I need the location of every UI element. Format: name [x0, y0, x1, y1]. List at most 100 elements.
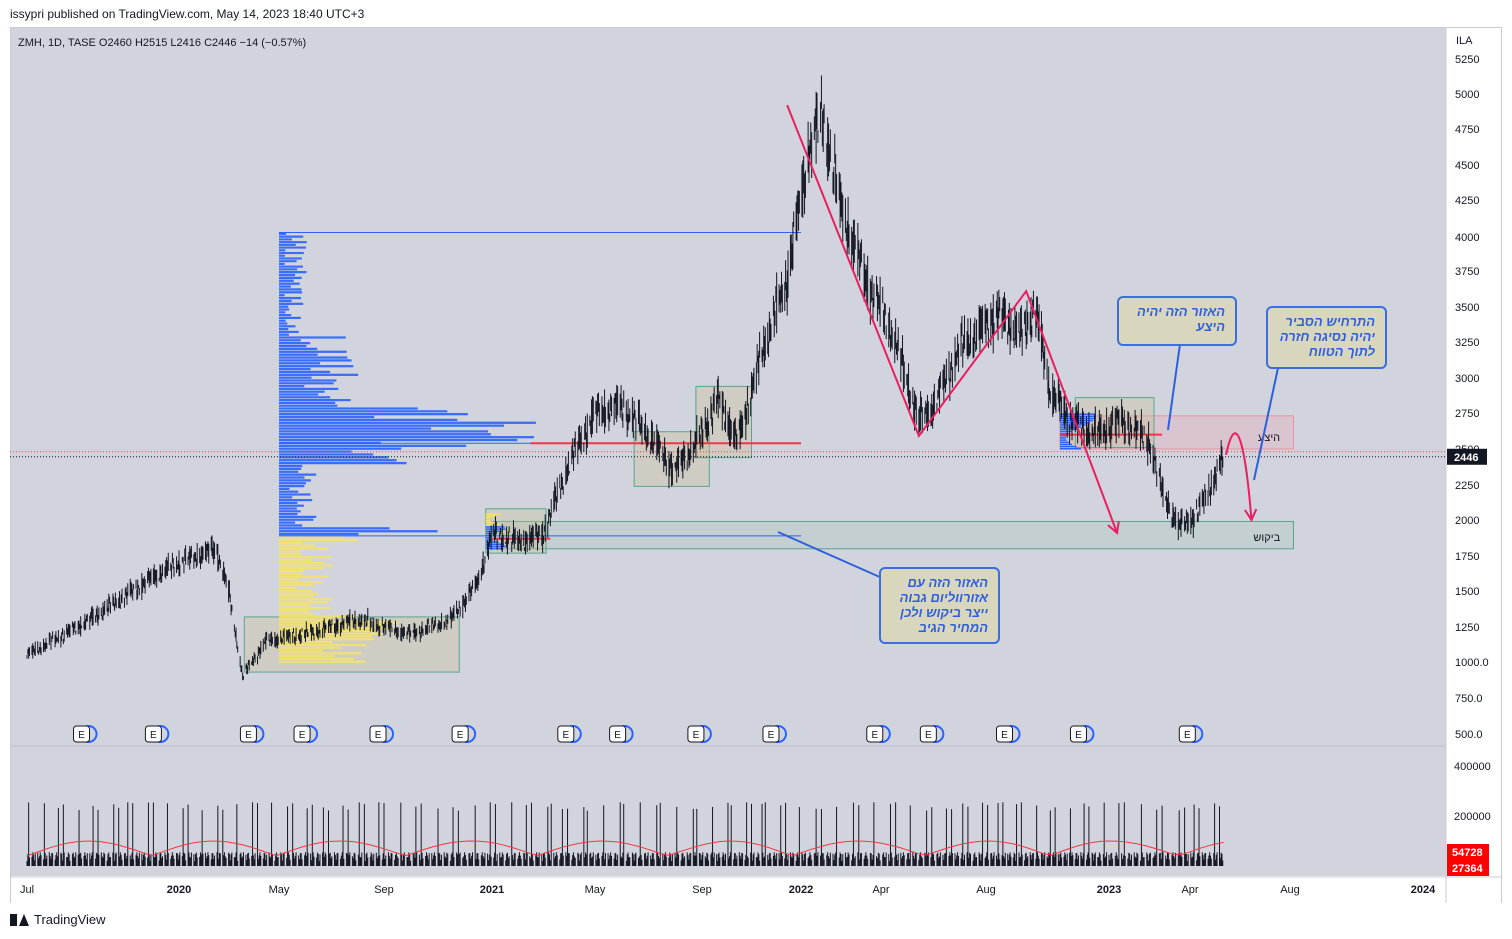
profile-bar [279, 288, 302, 291]
profile-bar [279, 450, 352, 453]
earnings-marker-label: E [1075, 730, 1082, 741]
profile-bar [279, 376, 312, 379]
earnings-marker [144, 725, 162, 743]
candles-layer [26, 75, 1224, 681]
earnings-marker [1069, 725, 1087, 743]
profile-bar [279, 467, 302, 470]
time-tick-label: May [585, 884, 606, 896]
price-tick-label: 3000 [1455, 373, 1479, 385]
profile-bar [279, 609, 309, 612]
profile-bar [279, 504, 304, 507]
profile-bar [279, 418, 458, 422]
annotation-supply-note[interactable]: האזור הזה יהיה היצע [1117, 296, 1237, 346]
profile-bar [279, 413, 468, 416]
profile-bar [485, 515, 496, 517]
time-tick-label: Apr [872, 884, 889, 896]
profile-bar [279, 339, 301, 342]
profile-bar [279, 325, 296, 328]
profile-bar [279, 296, 302, 300]
profile-bar [279, 254, 285, 257]
arrow-head [1107, 520, 1120, 535]
profile-bar [279, 482, 306, 485]
profile-bar [279, 513, 298, 516]
volume-layer [26, 802, 1224, 866]
earnings-marker-label: E [562, 730, 569, 741]
volume-tag-label: 27364 [1452, 863, 1483, 875]
annotation-demand-note[interactable]: האזור הזה עם אזורווליום גבוה ייצר ביקוש … [879, 567, 1000, 644]
last-price-tag [1447, 448, 1487, 465]
profile-bar [279, 646, 342, 649]
price-tick-label: 750.0 [1455, 693, 1483, 705]
time-tick-label: 2024 [1411, 884, 1436, 896]
earnings-marker-label: E [299, 730, 306, 741]
arrow-head [1244, 508, 1258, 523]
profile-bar [279, 544, 316, 547]
profile-bar [279, 410, 448, 413]
last-price-tag-label: 2446 [1454, 452, 1478, 464]
profile-bar [279, 530, 438, 533]
annotation-scenario-note[interactable]: התרחיש הסביר יהיה נסיגה חזרה לתוך הטווח [1266, 306, 1387, 369]
profile-bar [279, 464, 303, 468]
profile-bar [279, 291, 303, 294]
profile-bar [279, 564, 333, 567]
volume-tag [1447, 860, 1489, 876]
time-tick-label: 2020 [167, 884, 191, 896]
price-tick-label: 2000 [1455, 515, 1479, 527]
time-tick-label: Apr [1181, 884, 1198, 896]
profile-bar [279, 485, 305, 488]
earnings-marker [451, 725, 469, 743]
earnings-marker-label: E [375, 730, 382, 741]
profile-bar [279, 365, 354, 368]
profile-bar [279, 487, 290, 490]
profile-bar [279, 556, 331, 559]
profile-bar [279, 257, 302, 260]
profile-bar [1059, 447, 1081, 450]
profile-bar [279, 344, 307, 348]
demand-zone-label: ביקוש [1253, 532, 1280, 544]
earnings-marker [762, 725, 780, 743]
profile-bar [279, 453, 374, 456]
profile-bar [279, 314, 292, 317]
profile-bar [279, 592, 318, 595]
price-tick-label: 5000 [1455, 89, 1479, 101]
profile-bar [279, 657, 355, 660]
profile-bar [1059, 435, 1067, 437]
profile-bar [279, 367, 311, 371]
earnings-marker [919, 725, 937, 743]
profile-bar [279, 459, 397, 462]
profile-bar [279, 251, 304, 255]
callout-pointer [777, 531, 883, 579]
profile-bar [279, 305, 289, 308]
profile-bar [279, 612, 315, 615]
volume-tag [1447, 844, 1489, 860]
price-tick-label: 4000 [1455, 232, 1479, 244]
price-tick-label: 1000.0 [1455, 657, 1489, 669]
time-tick-label: Aug [976, 884, 996, 896]
symbol-legend: ZMH, 1D, TASE O2460 H2515 L2416 C2446 −1… [18, 37, 306, 49]
profile-bar [279, 561, 324, 564]
price-tick-label: 500.0 [1455, 729, 1483, 741]
profile-bar [279, 436, 534, 439]
profile-bar [279, 535, 344, 539]
earnings-marker-label: E [925, 730, 932, 741]
profile-bar [279, 643, 367, 646]
profile-bar [279, 316, 301, 319]
earnings-marker-label: E [871, 730, 878, 741]
profile-bar [279, 342, 311, 345]
profile-bar [279, 241, 307, 244]
price-tick-label: 1500 [1455, 586, 1479, 598]
volume-tick-label: 400000 [1454, 761, 1491, 773]
earnings-marker-label: E [693, 730, 700, 741]
profile-bar [279, 606, 331, 610]
profile-bar [279, 232, 287, 235]
profile-bar [485, 513, 502, 515]
profile-bar [279, 438, 518, 442]
profile-bar [279, 333, 289, 336]
profile-bar [279, 268, 298, 271]
profile-bar [279, 507, 297, 510]
profile-bar [1059, 445, 1077, 448]
earnings-marker-label: E [245, 730, 252, 741]
profile-bar [279, 521, 296, 524]
